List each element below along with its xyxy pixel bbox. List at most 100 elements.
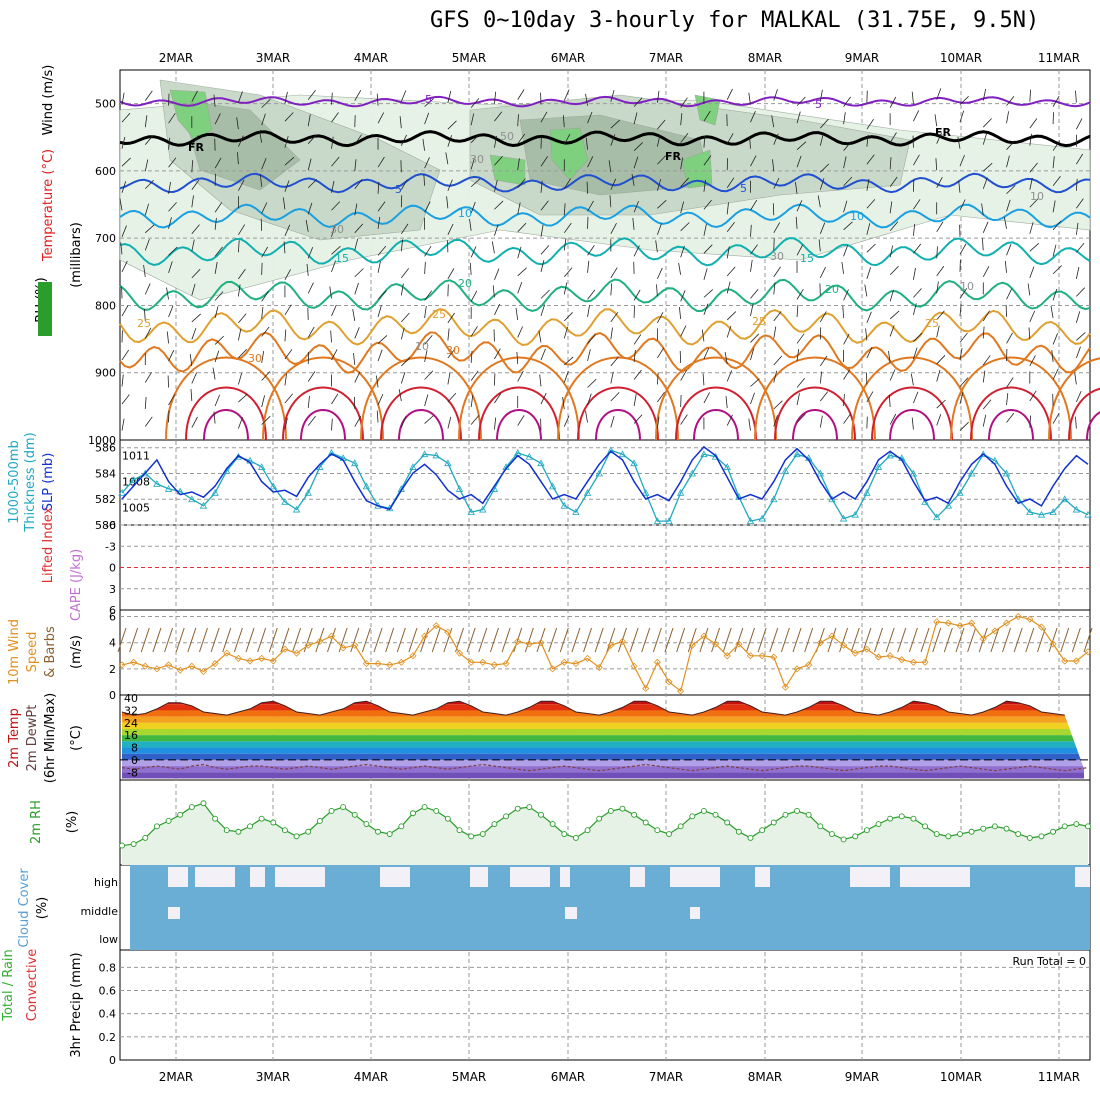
- wind10m-speed-point: [1084, 648, 1092, 656]
- axis-label-lifted-index: Lifted Index: [41, 506, 56, 583]
- wind-barb: [959, 392, 964, 405]
- wind-barb: [913, 154, 920, 166]
- wind-barb: [866, 347, 873, 359]
- wind-barb: [191, 416, 198, 428]
- wind-barb: [563, 133, 571, 145]
- wind-barb: [843, 96, 851, 107]
- pressure-tick-label: 600: [95, 165, 116, 178]
- wind-barb: [913, 110, 920, 122]
- wind10m-speed-point: [490, 661, 498, 669]
- wind-barb: [796, 288, 804, 300]
- wind-barb: [585, 410, 588, 423]
- wind-barb: [1029, 177, 1033, 190]
- wind10m-barb: [617, 627, 627, 653]
- wind-barb: [587, 289, 596, 300]
- pressure-tick-label: 900: [95, 367, 116, 380]
- wind-barb: [633, 349, 636, 363]
- rh2m-point: [561, 831, 568, 837]
- wind-barb: [936, 88, 942, 100]
- wind-barb: [447, 312, 455, 324]
- wind-barb: [284, 417, 288, 430]
- contour-label: FR: [665, 150, 682, 163]
- rh2m-point: [898, 813, 905, 820]
- isotherm--5: [119, 95, 1091, 108]
- rh2m-point: [165, 818, 172, 824]
- wind-barb: [726, 246, 730, 259]
- thickness-point: [211, 488, 219, 496]
- rh2m-point: [479, 831, 486, 837]
- date-label-top: 10MAR: [940, 51, 982, 65]
- wind-barb: [610, 415, 615, 428]
- rh2m-point: [142, 834, 149, 841]
- wind-barb: [121, 112, 131, 123]
- rh2m-point: [910, 815, 917, 822]
- wind10m-barb: [361, 627, 371, 653]
- wind-barb: [329, 286, 332, 299]
- wind-barb: [750, 111, 756, 123]
- wind-barb: [214, 306, 219, 319]
- wind-barb: [144, 372, 152, 383]
- wind-barb: [261, 291, 269, 302]
- wind-barb: [1076, 242, 1085, 253]
- wind-barb: [377, 393, 384, 406]
- temp-band: [122, 716, 1084, 723]
- wind-barb: [424, 415, 434, 424]
- wind-barb: [398, 389, 402, 402]
- wind-barb: [819, 311, 827, 323]
- wind-barb: [166, 287, 169, 300]
- temp-bands: [122, 701, 1084, 779]
- wind-barb: [168, 246, 178, 256]
- wind-barb: [354, 268, 364, 278]
- wind-barb: [261, 99, 271, 108]
- wind-barb: [773, 370, 778, 383]
- wind-barb: [959, 243, 967, 255]
- wind10m-speed-point: [921, 658, 929, 666]
- wind-barb: [633, 394, 637, 407]
- wind10m-barb: [140, 627, 150, 653]
- wind-barb: [817, 195, 821, 208]
- wind-barb: [377, 349, 383, 362]
- wind-barb: [910, 373, 914, 386]
- wind-barb: [168, 112, 176, 124]
- contour-label: 5: [815, 98, 822, 111]
- wind-barb: [680, 132, 689, 143]
- wind-barb: [750, 224, 752, 237]
- temp-band: [122, 759, 1084, 767]
- thickness-point: [479, 505, 487, 513]
- wind10m-barb: [943, 627, 953, 653]
- wind-barb: [610, 327, 613, 340]
- axis-label-degc: (°C): [69, 725, 84, 751]
- wind-barb: [237, 152, 239, 165]
- isotherm-15: [119, 237, 1091, 267]
- wind-barb: [841, 261, 844, 274]
- wind10m-barb: [664, 627, 674, 653]
- wind10m-speed-point: [1014, 612, 1022, 621]
- thickness-point: [432, 451, 440, 459]
- run-total-label: Run Total = 0: [1013, 955, 1087, 968]
- wind-barb: [376, 410, 379, 423]
- wind-barb: [843, 221, 853, 231]
- wind10m-speed-point: [735, 640, 743, 648]
- axis-label-2m-dewpt: 2m DewPt: [25, 705, 40, 772]
- wind-barb: [144, 283, 151, 295]
- date-label-bottom: 9MAR: [845, 1070, 880, 1084]
- wind-barb: [284, 269, 291, 281]
- wind-barb: [191, 195, 194, 208]
- rh2m-point: [957, 831, 963, 837]
- rh-contour-label: 10: [960, 280, 974, 293]
- wind10m-barb: [978, 627, 988, 653]
- wind-barb: [261, 202, 268, 214]
- rh2m-point: [410, 810, 416, 817]
- wind-barb: [331, 136, 334, 149]
- wind-barb: [515, 307, 519, 320]
- wind-barb: [261, 371, 270, 381]
- wind-barb: [214, 157, 222, 169]
- wind10m-speed-point: [327, 632, 336, 640]
- cloud-level-label-middle: middle: [80, 905, 118, 918]
- rh2m-point: [386, 831, 393, 837]
- wind-barb: [400, 283, 404, 296]
- wind10m-speed-point: [281, 645, 289, 653]
- wind-barb: [1052, 96, 1060, 107]
- wind-barb: [307, 371, 316, 382]
- wind-barb: [610, 392, 620, 402]
